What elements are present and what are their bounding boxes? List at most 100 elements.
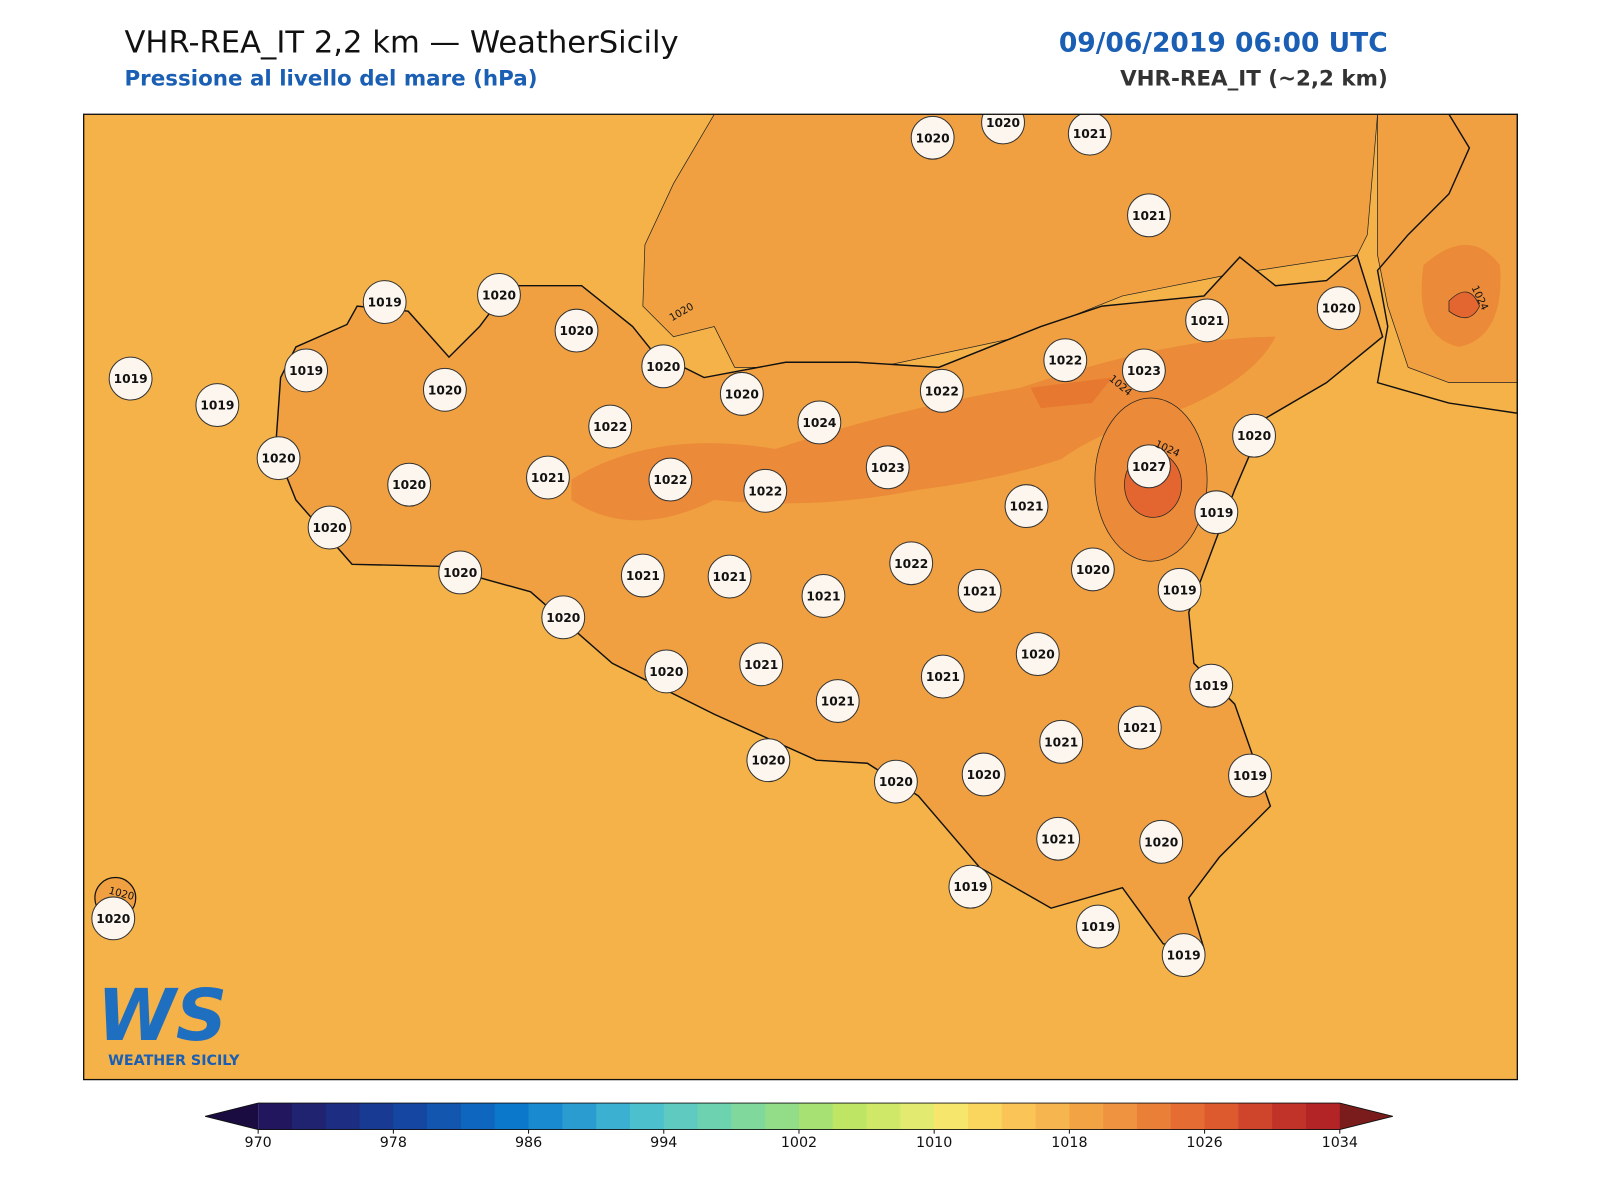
colorbar-tick-label: 986 [515, 1135, 542, 1151]
station-marker [1189, 663, 1234, 708]
station-label: 1021 [1123, 721, 1157, 735]
colorbar-tick-label: 1018 [1051, 1135, 1087, 1151]
station-marker [743, 468, 788, 513]
station-label: 1020 [751, 754, 785, 768]
station-label: 1020 [1144, 835, 1178, 849]
datetime: 09/06/2019 06:00 UTC [1059, 27, 1388, 58]
station-label: 1021 [806, 589, 840, 603]
station-label: 1021 [963, 584, 997, 598]
colorbar-segment [866, 1103, 901, 1130]
station-label: 1020 [546, 611, 580, 625]
station-marker [307, 505, 352, 550]
colorbar-segment [291, 1103, 327, 1130]
station-marker [873, 759, 918, 804]
station-marker [588, 404, 633, 449]
station-label: 1021 [1044, 735, 1078, 749]
colorbar-segment [900, 1103, 935, 1130]
calabria-coast [1376, 114, 1518, 414]
model: VHR-REA_IT (~2,2 km) [1120, 67, 1388, 92]
stations: 1020 1020 1021 1021 1019 1020 1020 1021 1020 1019… [91, 114, 1490, 978]
station-marker [644, 649, 689, 694]
station-marker [981, 114, 1025, 145]
station-marker [919, 368, 964, 413]
station-label: 1020 [392, 478, 426, 492]
station-label: 1019 [114, 372, 148, 386]
station-marker [948, 864, 993, 909]
station-marker [1185, 298, 1230, 343]
station-marker [1228, 753, 1272, 798]
station-label: 1020 [916, 131, 950, 145]
title: VHR-REA_IT 2,2 km — WeatherSicily [124, 25, 678, 60]
station-marker [648, 457, 693, 502]
station-marker [719, 371, 764, 416]
station-label: 1023 [871, 461, 905, 475]
station-marker [1004, 484, 1049, 529]
station-label: 1020 [262, 452, 296, 466]
station-label: 1020 [1021, 648, 1055, 662]
station-label: 1020 [967, 768, 1001, 782]
station-label: 1019 [1081, 920, 1115, 934]
station-marker [801, 573, 846, 618]
colorbar-segment [1204, 1103, 1239, 1130]
station-label: 1019 [200, 399, 234, 413]
station-marker [438, 550, 483, 595]
colorbar-tick-label: 970 [245, 1135, 272, 1151]
station-marker [1127, 193, 1171, 238]
station-label: 1022 [748, 484, 782, 498]
colorbar-segment [1305, 1103, 1341, 1130]
logo-name: WEATHER SICILY [108, 1053, 240, 1069]
station-marker [1036, 816, 1081, 861]
station-label: 1019 [289, 364, 323, 378]
station-label: 1022 [925, 384, 959, 398]
station-marker [1015, 632, 1060, 677]
colorbar-segment [1272, 1103, 1307, 1130]
field-1024 [1448, 291, 1480, 319]
station-label: 1020 [1237, 429, 1271, 443]
station-label: 1022 [1048, 354, 1082, 368]
station-label: 1023 [1127, 364, 1161, 378]
station-marker [108, 356, 153, 401]
station-label: 1027 [1132, 460, 1166, 474]
colorbar-segment [1238, 1103, 1273, 1130]
station-marker [195, 383, 240, 428]
station-label: 1019 [1163, 583, 1197, 597]
colorbar-segment [562, 1103, 597, 1130]
colorbar-extend-high [1339, 1103, 1393, 1130]
station-label: 1022 [894, 557, 928, 571]
colorbar-tick-label: 978 [380, 1135, 407, 1151]
map: 1020 1020 1021 1021 1019 1020 1020 1021 1020 1019… [83, 114, 1518, 1080]
map-frame [83, 113, 1518, 1081]
station-marker [91, 896, 136, 941]
colorbar-segment [731, 1103, 766, 1130]
colorbar-extend-low [205, 1103, 259, 1130]
station-label: 1020 [1076, 563, 1110, 577]
station-marker [865, 445, 910, 490]
station-label: 1020 [559, 324, 593, 338]
colorbar-segment [629, 1103, 665, 1130]
station-marker [707, 554, 752, 599]
colorbar-segment [258, 1103, 293, 1130]
station-marker [422, 367, 467, 412]
station-label: 1020 [96, 912, 130, 926]
station-marker [1070, 547, 1115, 592]
colorbar-tick-label: 994 [650, 1135, 677, 1151]
station-label: 1020 [428, 383, 462, 397]
station-marker [1039, 719, 1084, 764]
station-label: 1024 [802, 416, 836, 430]
colorbar-tick-label: 1002 [781, 1135, 817, 1151]
station-marker [1076, 904, 1120, 949]
colorbar-segment [967, 1103, 1003, 1130]
station-label: 1019 [368, 296, 402, 310]
station-label: 1020 [443, 566, 477, 580]
station-label: 1020 [986, 116, 1020, 130]
station-marker [739, 642, 784, 687]
station-label: 1019 [1233, 769, 1267, 783]
station-label: 1019 [1167, 949, 1201, 963]
station-marker [1232, 413, 1277, 458]
colorbar-tick-label: 1026 [1186, 1135, 1222, 1151]
colorbar-segment [427, 1103, 462, 1130]
colorbar-segment [1170, 1103, 1206, 1130]
station-marker [1194, 490, 1239, 535]
station-marker [1043, 338, 1088, 383]
